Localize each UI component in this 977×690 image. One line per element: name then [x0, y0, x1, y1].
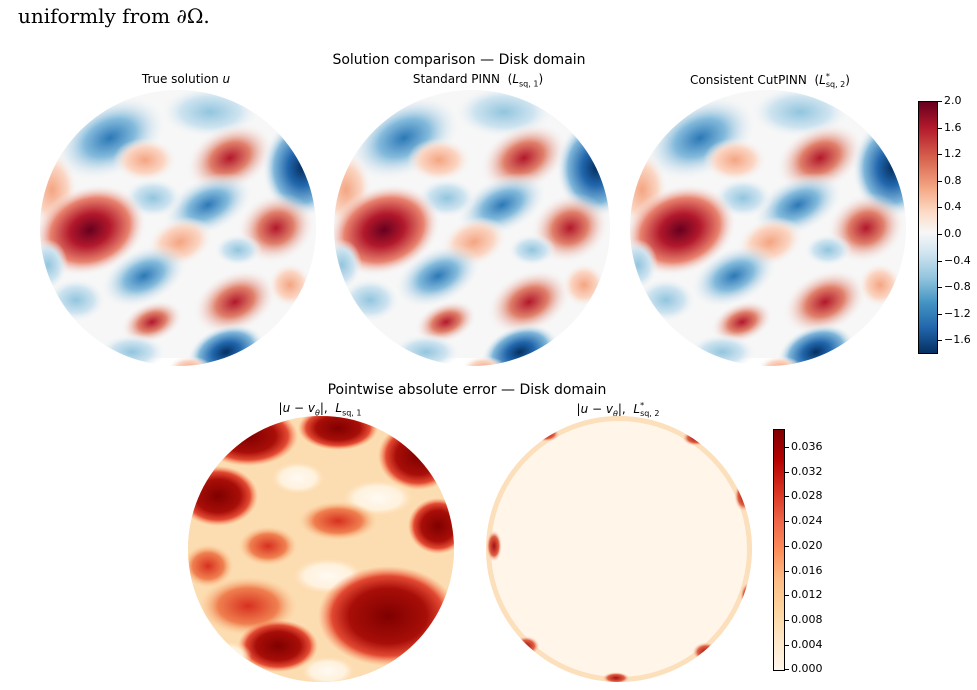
top-colorbar-tick-label: 2.0 [944, 94, 962, 107]
error-plot-cutpinn [486, 416, 752, 682]
bottom-colorbar-tick-mark [785, 521, 789, 523]
top-colorbar-tick-mark [938, 207, 942, 209]
bottom-colorbar-tick-label: 0.024 [791, 514, 823, 528]
bottom-colorbar-tick-mark [785, 496, 789, 498]
bottom-colorbar-tick-mark [785, 595, 789, 597]
top-colorbar-tick-label: −0.8 [944, 280, 971, 294]
top-colorbar-tick-mark [938, 127, 942, 129]
bottom-colorbar-tick-label: 0.032 [791, 464, 823, 478]
bottom-colorbar-tick-mark [785, 644, 789, 646]
bottom-colorbar-tick-label: 0.028 [791, 489, 823, 503]
top-colorbar-tick-mark [938, 101, 942, 102]
bottom-colorbar-tick-label: 0.000 [791, 662, 823, 676]
top-colorbar-tick-mark [938, 154, 942, 156]
standard-pinn-plot [334, 90, 610, 366]
bottom-figure-title: Pointwise absolute error — Disk domain [327, 382, 607, 398]
true-solution-plot [40, 90, 316, 366]
bottom-colorbar-tick-mark [785, 447, 789, 448]
bottom-colorbar-tick-label: 0.012 [791, 588, 823, 602]
top-colorbar-tick-mark [938, 260, 942, 262]
caption-line: uniformly from ∂Ω. [18, 4, 210, 28]
panel-title-cutpinn: Consistent CutPINN (L*sq, 2) [690, 72, 850, 90]
panel-title-standard-pinn: Standard PINN (Lsq, 1) [412, 72, 544, 89]
bottom-colorbar-tick-label: 0.036 [791, 440, 823, 453]
top-colorbar-tick-label: −1.2 [944, 306, 971, 320]
panel-title-error-2: |u − vθ|, L*sq, 2 [576, 401, 660, 419]
cutpinn-plot [630, 90, 906, 366]
bottom-colorbar [773, 429, 785, 671]
bottom-colorbar-tick-mark [785, 545, 789, 547]
bottom-colorbar-tick-mark [785, 619, 789, 621]
bottom-colorbar-tick-label: 0.020 [791, 538, 823, 552]
top-colorbar-tick-mark [938, 234, 942, 235]
top-colorbar-tick-label: −0.4 [944, 253, 971, 267]
top-colorbar-tick-label: −1.6 [944, 333, 971, 347]
error-plot-standard [188, 416, 454, 682]
top-colorbar-tick-label: 1.2 [944, 147, 962, 161]
bottom-colorbar-tick-label: 0.016 [791, 563, 823, 577]
top-colorbar-tick-label: 1.6 [944, 120, 962, 134]
top-colorbar-tick-mark [938, 180, 942, 182]
top-colorbar-tick-label: 0.8 [944, 173, 962, 187]
top-colorbar-tick-mark [938, 287, 942, 289]
top-colorbar-tick-mark [938, 340, 942, 342]
top-colorbar-tick-label: 0.4 [944, 200, 962, 214]
panel-title-error-1: |u − vθ|, Lsq, 1 [278, 401, 362, 418]
top-colorbar-tick-mark [938, 313, 942, 315]
bottom-colorbar-tick-mark [785, 471, 789, 473]
top-figure-title: Solution comparison — Disk domain [332, 52, 586, 68]
bottom-colorbar-tick-label: 0.008 [791, 612, 823, 626]
bottom-colorbar-tick-label: 0.004 [791, 637, 823, 651]
top-colorbar [918, 101, 938, 354]
bottom-colorbar-tick-mark [785, 669, 789, 671]
bottom-colorbar-tick-mark [785, 570, 789, 572]
top-colorbar-tick-label: 0.0 [944, 227, 962, 240]
panel-title-true-solution: True solution u [141, 72, 231, 86]
